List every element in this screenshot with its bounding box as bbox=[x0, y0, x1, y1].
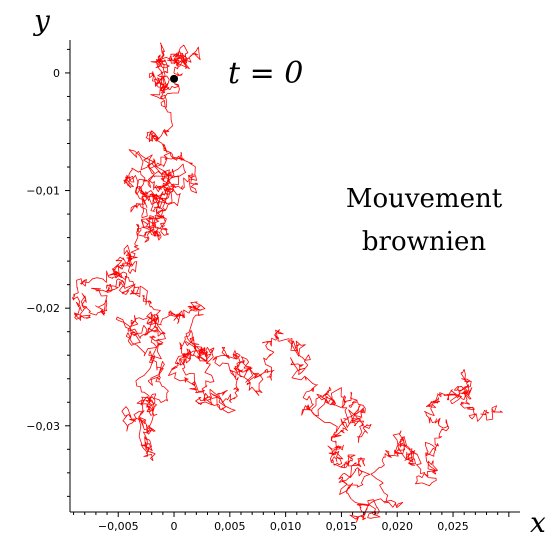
chart-title-line-1: Mouvement bbox=[346, 184, 503, 214]
x-tick-label: 0 bbox=[171, 520, 178, 533]
y-axis-label: y bbox=[32, 4, 51, 37]
y-tick-label: −0,01 bbox=[26, 185, 60, 198]
x-tick-label: 0,010 bbox=[270, 520, 302, 533]
y-tick-label: −0,03 bbox=[26, 420, 60, 433]
x-tick-label: −0,005 bbox=[98, 520, 139, 533]
y-tick-label: −0,02 bbox=[26, 302, 60, 315]
brownian-path bbox=[71, 42, 503, 523]
y-tick-label: 0 bbox=[53, 67, 60, 80]
axes bbox=[69, 40, 520, 513]
x-tick-label: 0,025 bbox=[437, 520, 469, 533]
start-point-marker bbox=[170, 74, 179, 83]
x-axis-label: x bbox=[530, 506, 546, 536]
ticks: −0,005 0 0,005 0,010 0,015 0,020 0,025 0 −0,01 −0… bbox=[26, 48, 510, 533]
x-tick-label: 0,020 bbox=[381, 520, 413, 533]
x-tick-label: 0,005 bbox=[214, 520, 246, 533]
chart-title-line-2: brownien bbox=[362, 227, 486, 257]
random-walk-line bbox=[71, 42, 503, 523]
x-tick-label: 0,015 bbox=[326, 520, 358, 533]
start-time-label: t = 0 bbox=[228, 56, 303, 91]
